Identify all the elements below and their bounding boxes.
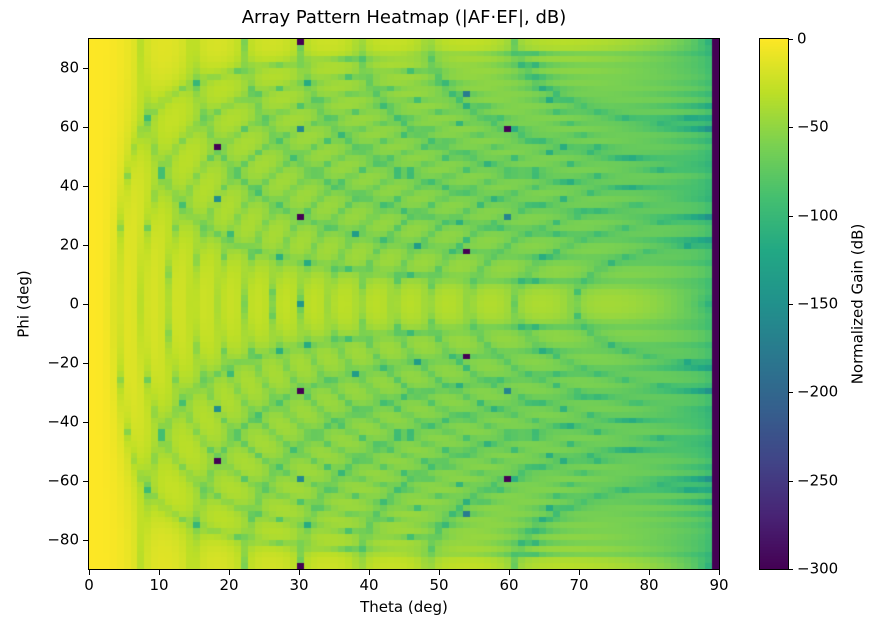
y-tick-label: 40: [59, 176, 79, 195]
y-tick-label: 20: [59, 235, 79, 254]
heatmap-canvas: [89, 39, 719, 569]
x-tick-label: 50: [429, 576, 449, 594]
x-tick-label: 40: [359, 576, 379, 594]
x-tick-label: 70: [569, 576, 589, 594]
y-tick-label: 0: [69, 294, 79, 313]
colorbar-tick-label: −200: [797, 382, 839, 401]
x-tick-label: 30: [289, 576, 309, 594]
colorbar-tick-mark: [789, 215, 793, 217]
y-tick-mark: [83, 421, 88, 423]
x-tick-mark: [299, 570, 300, 575]
y-tick-mark: [83, 362, 88, 364]
y-tick-label: 60: [59, 117, 79, 136]
x-tick-mark: [649, 570, 650, 575]
y-tick-mark: [83, 539, 88, 541]
y-tick-mark: [83, 127, 88, 129]
y-tick-mark: [83, 304, 88, 305]
x-tick-label: 10: [149, 576, 169, 594]
x-tick-mark: [439, 570, 440, 575]
colorbar-tick-mark: [789, 569, 793, 570]
x-tick-mark: [159, 570, 160, 575]
y-tick-label: −80: [47, 530, 79, 549]
chart-title: Array Pattern Heatmap (|AF·EF|, dB): [241, 7, 567, 28]
colorbar-tick-label: −250: [797, 471, 839, 490]
x-tick-label: 0: [84, 576, 94, 594]
x-tick-mark: [369, 570, 370, 575]
x-tick-mark: [229, 570, 230, 575]
y-tick-label: −40: [47, 412, 79, 431]
y-tick-label: −60: [47, 471, 79, 490]
colorbar-label: Normalized Gain (dB): [848, 223, 867, 385]
y-tick-mark: [83, 480, 88, 482]
colorbar-tick-label: −300: [797, 559, 839, 578]
y-tick-label: −20: [47, 353, 79, 372]
colorbar-tick-label: 0: [797, 29, 807, 48]
colorbar-tick-label: −100: [797, 206, 839, 225]
y-tick-label: 80: [59, 58, 79, 77]
colorbar-tick-label: −150: [797, 294, 839, 313]
colorbar-tick-mark: [789, 304, 793, 305]
x-tick-mark: [89, 570, 90, 575]
x-tick-label: 20: [219, 576, 239, 594]
y-tick-mark: [83, 186, 88, 188]
x-tick-label: 60: [499, 576, 519, 594]
y-tick-mark: [83, 245, 88, 247]
x-axis-label: Theta (deg): [360, 598, 448, 616]
colorbar-canvas: [760, 39, 788, 569]
colorbar-tick-mark: [789, 480, 793, 482]
colorbar-tick-label: −50: [797, 117, 829, 136]
x-tick-label: 80: [639, 576, 659, 594]
colorbar-tick-mark: [789, 392, 793, 394]
colorbar-tick-mark: [789, 39, 793, 40]
x-tick-label: 90: [709, 576, 729, 594]
y-tick-mark: [83, 68, 88, 70]
x-tick-mark: [509, 570, 510, 575]
x-tick-mark: [719, 570, 720, 575]
colorbar-tick-mark: [789, 127, 793, 129]
x-tick-mark: [579, 570, 580, 575]
